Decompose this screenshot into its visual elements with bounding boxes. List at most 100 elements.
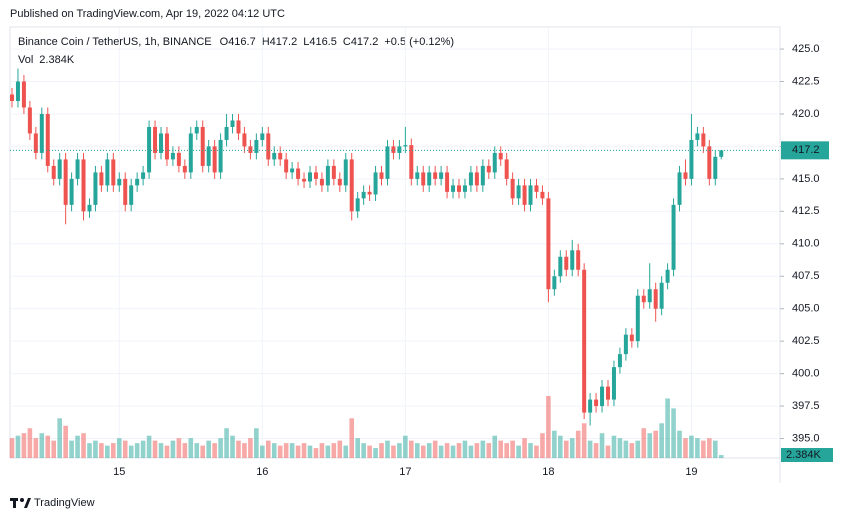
volume-bar [558,435,563,458]
volume-bar [27,428,33,458]
volume-bar [33,438,39,458]
y-tick-label: 397.5 [792,400,820,412]
volume-bar [63,425,68,458]
volume-bar [331,443,337,458]
volume-bar [164,445,170,458]
volume-bar [468,445,474,458]
candle-body [713,156,718,179]
candle-body [230,120,235,127]
y-tick-label: 410.0 [792,238,820,250]
volume-bar [325,445,331,458]
candle-body [582,269,587,413]
candle-body [129,185,134,205]
volume-bar [629,443,635,458]
candle-body [206,146,211,166]
legend-value: 417.2 [351,36,379,48]
footer-brand: TradingView [34,497,95,509]
volume-bar [21,433,27,458]
volume-tag [781,448,833,462]
volume-bar [206,440,211,458]
candle-body [308,172,312,182]
candle-body [421,172,426,186]
volume-bar [134,443,140,458]
volume-bar [289,443,295,458]
candle-body [355,198,360,212]
candle-body [689,139,694,179]
candle-body [153,126,158,153]
candle-body [325,165,330,186]
candle-body [194,126,199,134]
volume-bar [224,428,229,458]
y-tick-label: 422.5 [792,75,820,87]
legend-value: 416.7 [228,36,256,48]
candle-body [552,276,557,290]
candle-body [391,146,396,153]
volume-bar [271,443,277,458]
volume-bar [218,438,223,458]
candle-body [147,126,152,173]
candle-body [606,386,610,400]
volume-bar [552,430,557,458]
candle-body [27,107,32,134]
last-price-label: 417.2 [792,144,820,156]
volume-bar [438,445,444,458]
candle-body [105,159,110,186]
volume-tag-label: 2.384K [786,449,822,461]
candle-body [516,185,521,199]
volume-bar [15,435,21,458]
candle-body [284,159,289,173]
volume-bar [307,445,313,458]
candle-body [135,178,140,186]
volume-bar [492,435,498,458]
volume-bar [671,408,676,458]
volume-bar [712,440,718,458]
volume-bar [653,430,658,458]
volume-bar [432,440,438,458]
volume-bar [623,440,629,458]
y-tick-label: 402.5 [792,335,820,347]
volume-bar [51,440,57,458]
y-tick-label: 425.0 [792,43,820,55]
candle-body [349,159,354,212]
volume-bar [105,445,110,458]
volume-bar [695,438,700,458]
legend-key: C [343,36,351,48]
volume-bar [504,443,509,458]
candle-body [457,185,461,192]
last-price-tag [781,141,829,160]
x-tick-label: 17 [399,466,411,478]
candle-body [242,133,247,147]
volume-bar [337,440,343,458]
candle-body [111,159,116,186]
volume-bar [158,443,164,458]
volume-bar [599,433,605,458]
volume-bar [677,430,682,458]
volume-bar [689,435,694,458]
candle-body [522,185,527,205]
candle-body [343,159,348,186]
volume-bar [254,428,259,458]
volume-title: Vol [18,54,33,66]
volume-bar [39,433,45,458]
candle-body [588,399,593,413]
candle-body [659,282,664,309]
volume-bar [480,440,486,458]
volume-bar [391,445,396,458]
candle-body [468,172,473,186]
candle-body [21,81,26,108]
volume-bar [355,438,360,458]
volume-bar [349,418,355,458]
volume-bar [581,423,587,458]
candle-body [623,334,628,355]
volume-bar [498,440,504,458]
volume-bar [397,443,402,458]
volume-bar [128,445,134,458]
volume-bar [635,440,641,458]
candle-body [15,81,20,101]
candle-body [695,133,700,140]
volume-bar [534,445,539,458]
volume-bar [93,440,98,458]
candle-body [117,178,122,186]
legend-change: +0.5 (+0.12%) [384,36,454,48]
